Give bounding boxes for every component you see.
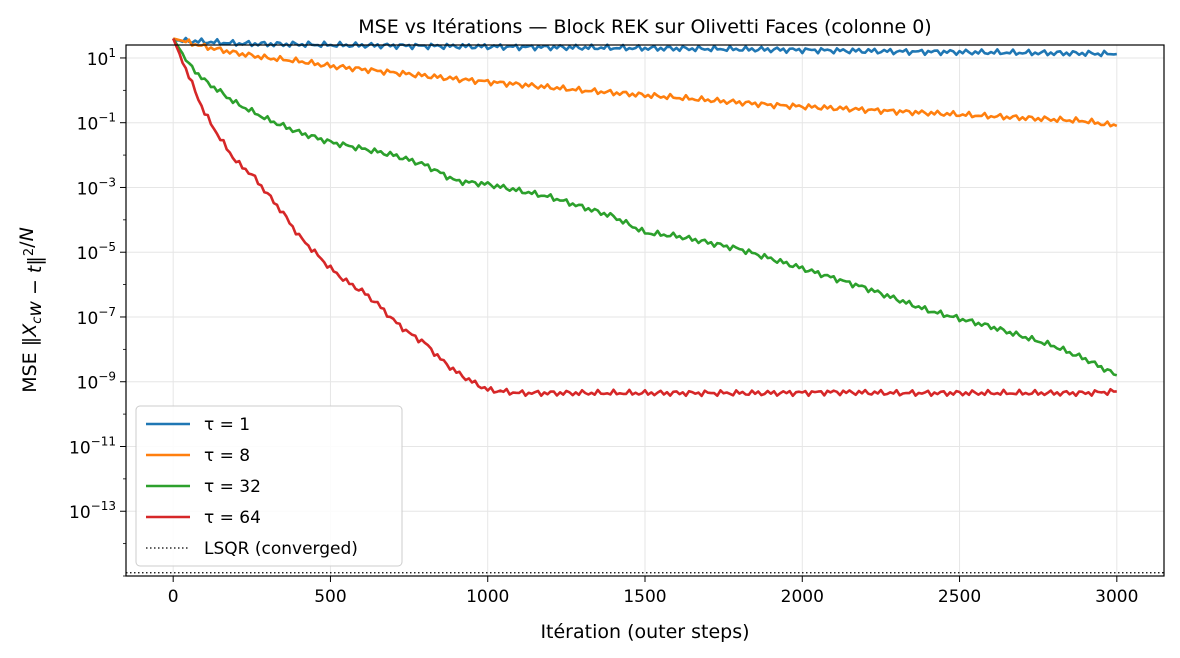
x-tick-label: 2000 — [781, 587, 824, 607]
legend-label: τ = 64 — [204, 508, 261, 528]
series-line-tau-8 — [172, 37, 1118, 128]
y-tick-label: 10−3 — [77, 175, 116, 199]
y-tick-label: 10−11 — [69, 434, 116, 458]
x-tick-label: 3000 — [1095, 587, 1138, 607]
x-tick-label: 1500 — [623, 587, 666, 607]
x-tick-label: 0 — [168, 587, 179, 607]
series-lines — [171, 36, 1118, 398]
legend-label: τ = 8 — [204, 446, 250, 466]
y-tick-label: 10−9 — [77, 370, 116, 394]
y-tick-label: 10−13 — [69, 499, 116, 523]
y-tick-label: 10−7 — [77, 305, 116, 329]
x-tick-label: 500 — [314, 587, 346, 607]
y-axis-title: MSE ‖Xcw − t‖2/N — [16, 227, 46, 393]
legend-box — [135, 405, 403, 567]
y-tick-label: 10−5 — [77, 240, 116, 264]
y-tick-label: 101 — [87, 46, 116, 70]
x-tick-label: 2500 — [938, 587, 981, 607]
x-tick-label: 1000 — [466, 587, 509, 607]
x-axis-ticks: 0 500 1000 1500 2000 2500 3000 — [168, 576, 1138, 607]
legend-label: τ = 1 — [204, 415, 250, 435]
y-axis-ticks: 101 10−1 10−3 10−5 10−7 10−9 10−11 10−13 — [69, 46, 126, 577]
chart-title: MSE vs Itérations — Block REK sur Olivet… — [358, 16, 931, 38]
x-axis-title: Itération (outer steps) — [540, 621, 749, 643]
grid — [126, 45, 1164, 576]
legend-label: LSQR (converged) — [204, 539, 358, 559]
y-tick-label: 10−1 — [77, 111, 116, 135]
legend-label: τ = 32 — [204, 477, 261, 497]
series-line-tau-64 — [171, 38, 1117, 398]
legend: τ = 1 τ = 8 τ = 32 τ = 64 LSQR (converged) — [135, 405, 403, 567]
series-line-tau-32 — [172, 37, 1118, 377]
